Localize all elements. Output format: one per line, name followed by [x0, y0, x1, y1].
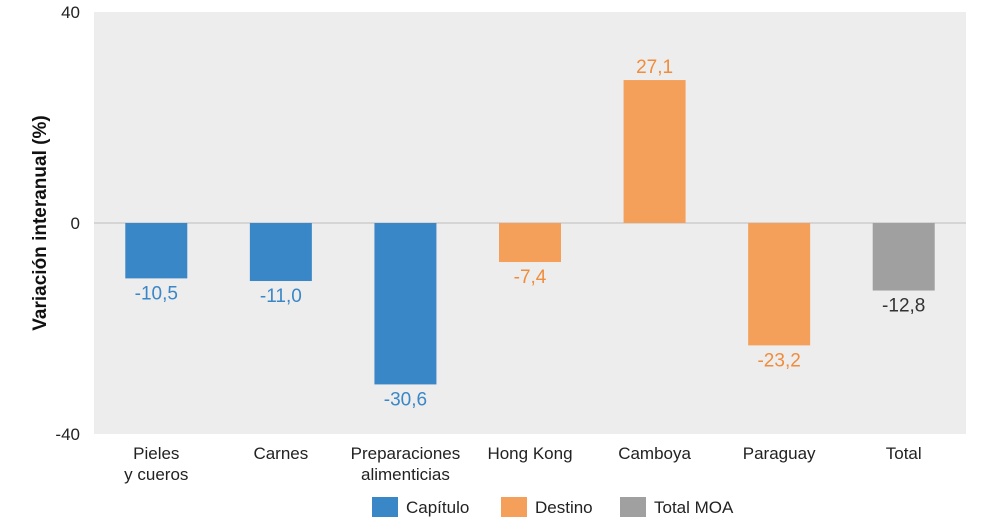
legend-label: Destino	[535, 498, 593, 517]
x-tick-label: Pieles y cueros	[124, 444, 188, 484]
bar-value-label: -23,2	[757, 350, 800, 371]
y-tick-label: -40	[55, 425, 80, 444]
legend: Capítulo Destino Total MOA	[372, 497, 734, 517]
x-tick-label-line: Paraguay	[743, 444, 816, 463]
x-tick-label: Preparaciones alimenticias	[351, 444, 461, 484]
x-tick-label-line: alimenticias	[361, 465, 450, 484]
bar	[499, 223, 561, 263]
bar-value-label: -30,6	[384, 389, 427, 410]
x-tick-label-line: Pieles	[133, 444, 179, 463]
value-labels: -10,5 -11,0 -30,6 -7,4 27,1 -23,2 -12,8	[135, 57, 926, 410]
bar-value-label: -10,5	[135, 283, 178, 304]
bar	[748, 223, 811, 346]
bar	[125, 223, 188, 279]
bar-value-label: -12,8	[882, 296, 925, 317]
bar	[374, 223, 437, 385]
y-axis-ticks: 40 0 -40	[55, 3, 80, 444]
bar-value-label: -11,0	[260, 286, 302, 307]
x-tick-label-line: Carnes	[253, 444, 308, 463]
x-tick-label: Carnes	[253, 444, 308, 463]
y-axis-label: Variación interanual (%)	[30, 115, 51, 330]
legend-swatch	[620, 497, 646, 517]
bar	[872, 223, 935, 291]
x-tick-label-line: Hong Kong	[487, 444, 572, 463]
legend-label: Capítulo	[406, 498, 469, 517]
y-tick-label: 0	[71, 214, 80, 233]
x-tick-label-line: Preparaciones	[351, 444, 461, 463]
legend-swatch	[372, 497, 398, 517]
x-tick-label: Camboya	[618, 444, 691, 463]
legend-label: Total MOA	[654, 498, 734, 517]
x-tick-label-line: Total	[886, 444, 922, 463]
x-tick-label: Paraguay	[743, 444, 816, 463]
x-tick-label: Total	[886, 444, 922, 463]
x-tick-label-line: Camboya	[618, 444, 691, 463]
x-tick-label: Hong Kong	[487, 444, 572, 463]
bars	[125, 80, 935, 385]
bar-value-label: -7,4	[514, 267, 547, 288]
legend-swatch	[501, 497, 527, 517]
x-axis-categories: Pieles y cueros Carnes Preparaciones aliment…	[124, 444, 922, 484]
bar	[249, 223, 312, 282]
x-tick-label-line: y cueros	[124, 465, 188, 484]
bar	[623, 80, 686, 223]
y-tick-label: 40	[61, 3, 80, 22]
bar-value-label: 27,1	[636, 57, 673, 78]
